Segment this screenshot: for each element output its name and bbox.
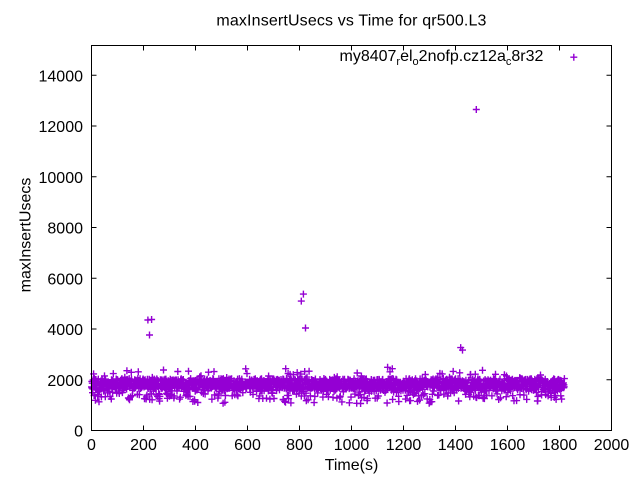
svg-text:8000: 8000 [47,221,83,238]
svg-text:12000: 12000 [39,119,84,136]
svg-text:0: 0 [74,424,83,441]
svg-text:14000: 14000 [39,69,84,86]
svg-text:maxInsertUsecs vs Time for qr5: maxInsertUsecs vs Time for qr500.L3 [216,12,486,29]
svg-text:800: 800 [286,437,313,454]
svg-text:1800: 1800 [542,437,578,454]
svg-text:1400: 1400 [438,437,474,454]
svg-text:1600: 1600 [490,437,526,454]
svg-text:Time(s): Time(s) [325,457,379,474]
svg-text:2000: 2000 [594,437,630,454]
svg-text:my8407relo2nofp.cz12ac8r32: my8407relo2nofp.cz12ac8r32 [340,48,544,68]
svg-text:10000: 10000 [39,170,84,187]
svg-text:maxInsertUsecs: maxInsertUsecs [18,178,35,293]
svg-text:1000: 1000 [334,437,370,454]
svg-text:6000: 6000 [47,271,83,288]
svg-text:200: 200 [130,437,157,454]
svg-text:400: 400 [182,437,209,454]
svg-text:0: 0 [87,437,96,454]
svg-text:1200: 1200 [386,437,422,454]
svg-text:4000: 4000 [47,322,83,339]
svg-text:2000: 2000 [47,373,83,390]
svg-text:600: 600 [234,437,261,454]
